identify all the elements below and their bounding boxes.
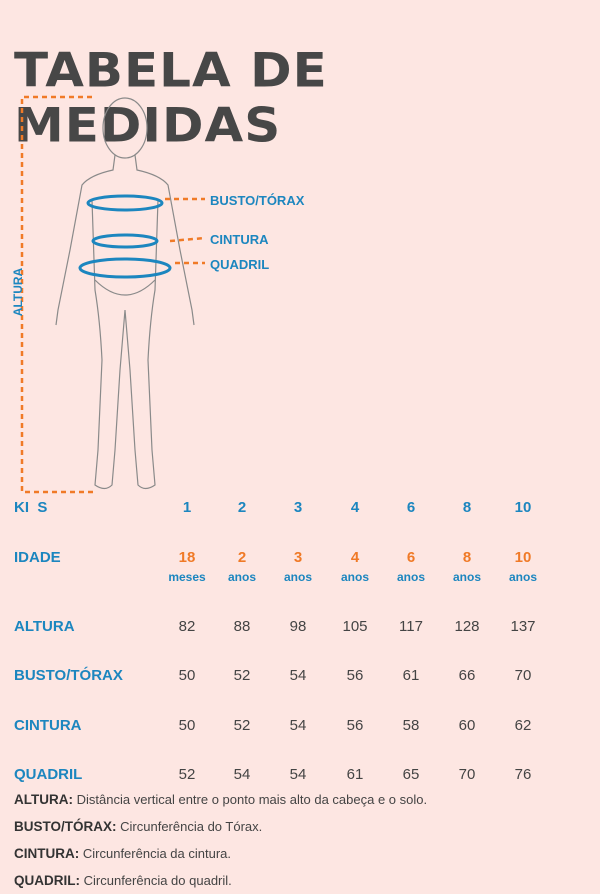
value-cell: 62 (514, 717, 532, 734)
value-cell: 54 (233, 766, 251, 783)
value-cell: 61 (346, 766, 364, 783)
age-unit: anos (508, 570, 537, 584)
value-cell: 105 (342, 618, 368, 635)
definition-item: CINTURA: Circunferência da cintura. (14, 846, 231, 861)
size-cell: 3 (293, 499, 303, 516)
sizes-label: KI S (14, 499, 48, 516)
value-cell: 70 (514, 667, 532, 684)
age-unit: anos (452, 570, 481, 584)
value-cell: 52 (233, 667, 251, 684)
body-figure (20, 95, 206, 494)
value-cell: 65 (402, 766, 420, 783)
size-cell: 6 (406, 499, 416, 516)
value-cell: 128 (454, 618, 480, 635)
value-cell: 137 (510, 618, 536, 635)
definition-item: QUADRIL: Circunferência do quadril. (14, 873, 232, 888)
value-cell: 88 (233, 618, 251, 635)
value-cell: 76 (514, 766, 532, 783)
age-number: 8 (462, 549, 472, 566)
value-cell: 50 (178, 717, 196, 734)
definition-text: Distância vertical entre o ponto mais al… (76, 792, 428, 807)
age-unit: anos (283, 570, 312, 584)
value-cell: 54 (289, 766, 307, 783)
definition-term: CINTURA: (14, 846, 80, 861)
table-row: CINTURA 50 52 54 56 58 60 62 (0, 717, 600, 737)
definition-item: ALTURA: Distância vertical entre o ponto… (14, 792, 427, 807)
sizes-row: KI S 1 2 3 4 6 8 10 (0, 499, 600, 519)
value-cell: 50 (178, 667, 196, 684)
age-unit: anos (340, 570, 369, 584)
age-row: IDADE 18 meses 2 anos 3 anos 4 anos 6 anos 8 anos 10… (0, 549, 600, 584)
age-unit: anos (227, 570, 256, 584)
age-number: 3 (293, 549, 303, 566)
age-number: 2 (237, 549, 247, 566)
definition-term: QUADRIL: (14, 873, 80, 888)
label-altura: ALTURA (11, 267, 26, 317)
age-label: IDADE (14, 549, 61, 566)
value-cell: 54 (289, 667, 307, 684)
value-cell: 66 (458, 667, 476, 684)
value-cell: 58 (402, 717, 420, 734)
value-cell: 56 (346, 717, 364, 734)
value-cell: 70 (458, 766, 476, 783)
row-label: QUADRIL (14, 766, 83, 783)
value-cell: 98 (289, 618, 307, 635)
value-cell: 52 (178, 766, 196, 783)
value-cell: 82 (178, 618, 196, 635)
age-number: 18 (178, 549, 196, 566)
age-number: 6 (406, 549, 416, 566)
value-cell: 54 (289, 717, 307, 734)
definition-text: Circunferência do Tórax. (120, 819, 263, 834)
definition-term: BUSTO/TÓRAX: (14, 819, 117, 834)
row-label: ALTURA (14, 618, 75, 635)
age-number: 10 (514, 549, 532, 566)
age-number: 4 (350, 549, 360, 566)
definition-text: Circunferência da cintura. (82, 846, 232, 861)
label-quadril: QUADRIL (210, 257, 270, 272)
label-cintura: CINTURA (210, 232, 269, 247)
size-cell: 4 (350, 499, 360, 516)
size-cell: 8 (462, 499, 472, 516)
value-cell: 52 (233, 717, 251, 734)
table-row: BUSTO/TÓRAX 50 52 54 56 61 66 70 (0, 667, 600, 687)
value-cell: 61 (402, 667, 420, 684)
age-unit: anos (396, 570, 425, 584)
definition-text: Circunferência do quadril. (83, 873, 232, 888)
definition-term: ALTURA: (14, 792, 73, 807)
row-label: CINTURA (14, 717, 82, 734)
age-unit: meses (168, 570, 206, 584)
table-row: QUADRIL 52 54 54 61 65 70 76 (0, 766, 600, 786)
size-cell: 10 (514, 499, 532, 516)
value-cell: 117 (399, 618, 423, 635)
row-label: BUSTO/TÓRAX (14, 667, 123, 684)
value-cell: 56 (346, 667, 364, 684)
table-row: ALTURA 82 88 98 105 117 128 137 (0, 618, 600, 638)
label-busto: BUSTO/TÓRAX (210, 193, 305, 208)
value-cell: 60 (458, 717, 476, 734)
size-cell: 1 (182, 499, 192, 516)
size-cell: 2 (237, 499, 247, 516)
definition-item: BUSTO/TÓRAX: Circunferência do Tórax. (14, 819, 262, 834)
